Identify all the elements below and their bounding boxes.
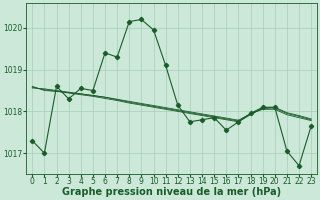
X-axis label: Graphe pression niveau de la mer (hPa): Graphe pression niveau de la mer (hPa) [62, 187, 281, 197]
